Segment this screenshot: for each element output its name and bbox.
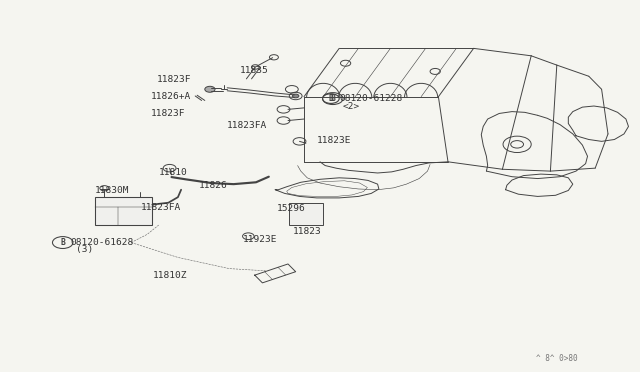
Text: 11823E: 11823E (317, 136, 351, 145)
Text: 11835: 11835 (240, 66, 269, 75)
Circle shape (205, 86, 215, 92)
Text: (3): (3) (76, 245, 93, 254)
Text: B: B (328, 94, 333, 103)
Text: 11823F: 11823F (150, 109, 185, 118)
Text: 11823FA: 11823FA (141, 203, 181, 212)
Text: 15296: 15296 (276, 204, 305, 213)
Text: <2>: <2> (342, 102, 360, 110)
Text: 11810Z: 11810Z (152, 271, 187, 280)
Text: 11823FA: 11823FA (227, 121, 268, 130)
Bar (95, 197, 152, 225)
Text: 08120-61628: 08120-61628 (70, 238, 134, 247)
Text: B: B (330, 94, 335, 103)
Text: 11923E: 11923E (243, 235, 278, 244)
Text: 11823: 11823 (293, 227, 322, 236)
Text: 08120-61228: 08120-61228 (339, 94, 403, 103)
Text: B: B (60, 238, 65, 247)
Text: 11830M: 11830M (95, 186, 129, 195)
Bar (289, 203, 323, 225)
Circle shape (292, 94, 299, 98)
Text: 11826+A: 11826+A (150, 92, 191, 101)
Text: 11823F: 11823F (157, 76, 191, 84)
Text: 11810: 11810 (159, 169, 188, 177)
Text: ^ 8^ 0>80: ^ 8^ 0>80 (536, 355, 578, 363)
Text: 11826: 11826 (198, 182, 227, 190)
